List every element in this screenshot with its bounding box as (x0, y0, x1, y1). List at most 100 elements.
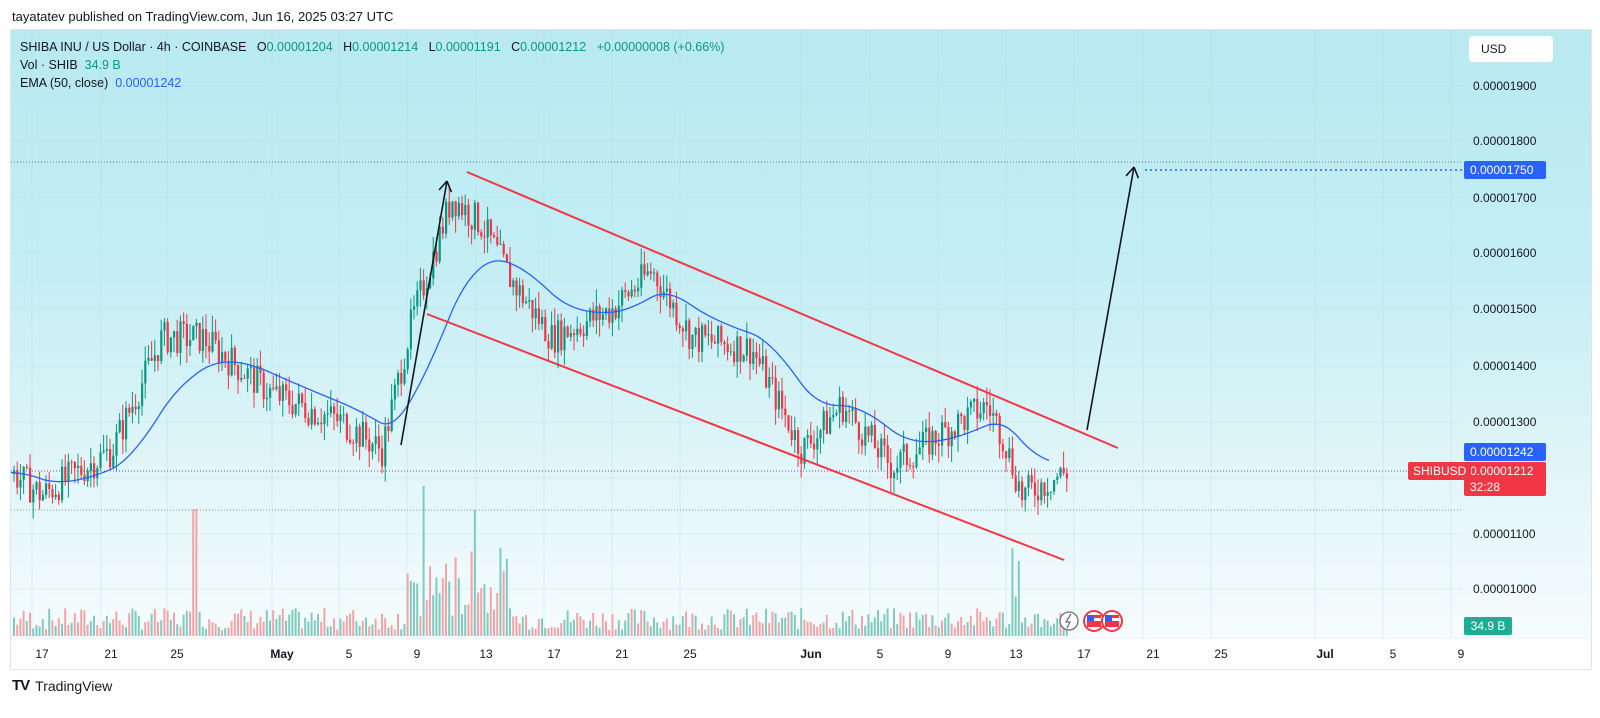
volume-bar (291, 609, 294, 636)
candle-body (992, 413, 995, 416)
volume-bar (947, 613, 950, 636)
price-scale[interactable] (1463, 30, 1591, 638)
volume-bar (310, 612, 313, 636)
chart-plot-area[interactable]: SHIBA INU / US Dollar · 4h · COINBASE O0… (11, 30, 1463, 638)
volume-bar (665, 618, 668, 636)
volume-bar (518, 623, 521, 636)
volume-bar (925, 613, 927, 636)
volume-bar (368, 626, 371, 636)
us-flag-event-icon (1105, 615, 1112, 621)
candle-body (624, 290, 627, 292)
volume-bar (864, 625, 867, 636)
candle-body (438, 226, 441, 262)
candle-body (77, 465, 80, 469)
candle-body (643, 264, 646, 275)
volume-bar (745, 608, 748, 636)
time-label: May (270, 647, 294, 661)
legend-volume-row[interactable]: Vol · SHIB 34.9 B (20, 56, 724, 74)
volume-bar (86, 624, 89, 636)
volume-bar (192, 509, 195, 636)
volume-bar (576, 612, 579, 636)
candle-body (432, 251, 435, 279)
volume-bar (809, 622, 812, 636)
volume-bar (688, 627, 691, 636)
candle-body (675, 302, 678, 326)
volume-bar (96, 625, 99, 636)
candle-body (902, 444, 905, 452)
volume-bar (121, 624, 124, 636)
volume-bar (99, 628, 102, 636)
candle-body (736, 336, 739, 363)
volume-bar (816, 626, 819, 636)
volume-bar (272, 610, 275, 636)
volume-bar (889, 627, 892, 636)
candle-body (339, 414, 342, 422)
candle-body (742, 355, 745, 362)
volume-bar (365, 617, 367, 636)
volume-bar (134, 611, 137, 636)
channel-upper-line (466, 171, 1119, 449)
volume-bar (493, 609, 495, 636)
volume-bar (733, 614, 735, 636)
candle-body (285, 384, 288, 391)
candle-body (617, 305, 620, 319)
volume-bar (537, 619, 540, 636)
candle-body (336, 413, 339, 422)
close-value: 0.00001212 (520, 40, 587, 54)
candle-body (547, 341, 550, 349)
candle-body (589, 309, 592, 322)
candle-body (144, 360, 147, 384)
currency-button[interactable]: USD (1469, 36, 1553, 62)
candle-body (518, 285, 521, 296)
candle-body (691, 334, 694, 350)
volume-bar (285, 620, 287, 636)
candle-body (739, 336, 742, 362)
volume-bar (585, 627, 588, 636)
volume-bar (822, 622, 825, 636)
candle-body (96, 468, 99, 479)
volume-bar (541, 618, 543, 636)
volume-bar (131, 608, 134, 636)
candle-body (790, 430, 793, 440)
candle-body (704, 325, 707, 336)
tradingview-brand[interactable]: TV TradingView (12, 677, 112, 694)
volume-bar (374, 618, 377, 636)
time-axis[interactable]: 17 21 25 May 5 9 13 17 21 25 Jun 5 9 13 … (11, 638, 1591, 669)
candle-body (601, 314, 604, 320)
candle-body (541, 317, 544, 324)
candle-body (646, 271, 649, 275)
volume-bar (995, 618, 998, 636)
candle-body (528, 299, 531, 302)
arrow-up-icon (1086, 166, 1135, 431)
candle-body (873, 424, 876, 449)
candle-body (461, 202, 464, 216)
volume-bar (448, 581, 451, 636)
lightning-event-icon (1059, 611, 1079, 631)
volume-bar (377, 629, 380, 636)
volume-bar (774, 613, 777, 636)
candle-body (387, 426, 390, 432)
candle-body (429, 278, 432, 289)
volume-bar (473, 510, 476, 636)
candle-body (41, 494, 44, 501)
candle-body (249, 366, 252, 369)
legend-ema-row[interactable]: EMA (50, close) 0.00001242 (20, 74, 724, 92)
volume-bar (589, 620, 591, 636)
candle-body (291, 405, 294, 415)
symbol-title[interactable]: SHIBA INU / US Dollar · 4h · COINBASE (20, 40, 247, 54)
candle-body (80, 465, 83, 475)
volume-bar (224, 628, 227, 636)
volume-bar (144, 622, 147, 636)
volume-bar (48, 608, 51, 636)
volume-bar (982, 620, 985, 636)
volume-bar (115, 611, 118, 636)
candle-body (729, 351, 732, 353)
legend: SHIBA INU / US Dollar · 4h · COINBASE O0… (20, 38, 724, 92)
volume-bar (502, 571, 505, 636)
candle-body (397, 372, 400, 385)
price-label: 0.00001500 (1473, 302, 1537, 316)
candle-body (489, 219, 492, 236)
volume-bar (128, 613, 131, 636)
price-label: 0.00001100 (1473, 527, 1536, 541)
candle-body (1065, 473, 1068, 479)
